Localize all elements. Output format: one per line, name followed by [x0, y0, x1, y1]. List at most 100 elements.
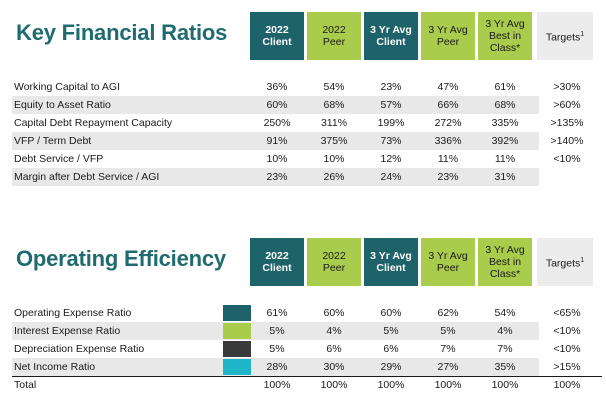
table-cell: 100% [491, 379, 519, 391]
row-label: Total [14, 379, 37, 391]
table-cell: 36% [266, 81, 288, 93]
table-cell: 335% [491, 117, 519, 129]
header-2022-client: 2022 Client [250, 12, 304, 60]
legend-swatch [223, 359, 251, 375]
table-cell: 30% [323, 361, 345, 373]
table-cell: 28% [266, 361, 288, 373]
header-3yr-peer: 3 Yr Avg Peer [421, 238, 475, 286]
table-cell: 311% [320, 117, 348, 129]
table-cell: 23% [266, 171, 288, 183]
table-cell: 23% [380, 81, 402, 93]
legend-swatch [223, 323, 251, 339]
table-cell: <10% [553, 343, 581, 355]
table-cell: <10% [553, 153, 581, 165]
row-label: Working Capital to AGI [14, 81, 121, 93]
table-cell: 68% [494, 99, 516, 111]
table-cell: 100% [434, 379, 462, 391]
table-cell: 336% [434, 135, 462, 147]
table-cell: 35% [494, 361, 516, 373]
table-cell: 27% [437, 361, 459, 373]
header-3yr-best-in-class: 3 Yr Avg Best in Class* [478, 238, 532, 286]
table-cell: <65% [553, 307, 581, 319]
table-cell: >30% [553, 81, 581, 93]
table-cell: 60% [266, 99, 288, 111]
row-label: Equity to Asset Ratio [14, 99, 111, 111]
row-label: Net Income Ratio [14, 361, 96, 373]
header-2022-peer: 2022 Peer [307, 12, 361, 60]
table-row: Working Capital to AGI 36% 54% 23% 47% 61% >30… [12, 78, 602, 96]
table-cell: 100% [263, 379, 291, 391]
table-cell: 7% [440, 343, 456, 355]
table-row: Operating Expense Ratio 61% 60% 60% 62% 54% <6… [12, 304, 602, 322]
table-cell: <10% [553, 325, 581, 337]
section-title: Operating Efficiency [16, 246, 226, 271]
table-cell: 31% [494, 171, 516, 183]
table-cell: 61% [494, 81, 516, 93]
table-cell: 100% [320, 379, 348, 391]
legend-swatch [223, 341, 251, 357]
table-cell: 272% [434, 117, 462, 129]
table-row: Equity to Asset Ratio 60% 68% 57% 66% 68% >60% [12, 96, 602, 114]
table-cell: 73% [380, 135, 402, 147]
table-cell: 60% [323, 307, 345, 319]
row-label: VFP / Term Debt [14, 135, 92, 147]
header-3yr-client: 3 Yr Avg Client [364, 12, 418, 60]
table-cell: 12% [380, 153, 402, 165]
table-cell: >140% [550, 135, 584, 147]
table-cell: 29% [380, 361, 402, 373]
table-cell: 5% [269, 343, 285, 355]
header-targets: Targets1 [537, 12, 593, 60]
table-cell: 68% [323, 99, 345, 111]
table-cell: 54% [323, 81, 345, 93]
table-cell: 23% [437, 171, 459, 183]
total-divider [12, 376, 602, 377]
table-cell: >15% [553, 361, 581, 373]
header-3yr-peer: 3 Yr Avg Peer [421, 12, 475, 60]
header-2022-peer: 2022 Peer [307, 238, 361, 286]
table-row: Net Income Ratio 28% 30% 29% 27% 35% >15% [12, 358, 602, 376]
table-cell: 5% [440, 325, 456, 337]
table-cell: 24% [380, 171, 402, 183]
header-targets: Targets1 [537, 238, 593, 286]
table-cell: 61% [266, 307, 288, 319]
table-cell: 375% [320, 135, 348, 147]
row-label: Interest Expense Ratio [14, 325, 121, 337]
table-row: VFP / Term Debt 91% 375% 73% 336% 392% >140% [12, 132, 602, 150]
table-row: Capital Debt Repayment Capacity 250% 311% 1… [12, 114, 602, 132]
header-2022-client: 2022 Client [250, 238, 304, 286]
table-cell: 4% [497, 325, 513, 337]
row-label: Margin after Debt Service / AGI [14, 171, 160, 183]
row-label: Depreciation Expense Ratio [14, 343, 145, 355]
table-cell: 199% [377, 117, 405, 129]
table-cell: 100% [377, 379, 405, 391]
table-cell: 57% [380, 99, 402, 111]
table-cell: 66% [437, 99, 459, 111]
row-label: Capital Debt Repayment Capacity [14, 117, 173, 129]
table-cell: 26% [323, 171, 345, 183]
table-cell: 250% [263, 117, 291, 129]
table-cell: 62% [437, 307, 459, 319]
row-label: Operating Expense Ratio [14, 307, 132, 319]
header-3yr-client: 3 Yr Avg Client [364, 238, 418, 286]
table-cell: 10% [266, 153, 288, 165]
table-cell: >135% [550, 117, 584, 129]
table-row: Interest Expense Ratio 5% 4% 5% 5% 4% <10% [12, 322, 602, 340]
table-row: Margin after Debt Service / AGI 23% 26% 24%… [12, 168, 602, 186]
table-cell: 91% [266, 135, 288, 147]
table-row: Depreciation Expense Ratio 5% 6% 6% 7% 7% <10% [12, 340, 602, 358]
total-row: Total 100% 100% 100% 100% 100% 100% [12, 376, 602, 394]
header-3yr-best-in-class: 3 Yr Avg Best in Class* [478, 12, 532, 60]
table-cell: 6% [383, 343, 399, 355]
table-cell: >60% [553, 99, 581, 111]
section-title: Key Financial Ratios [16, 20, 228, 45]
table-cell: 54% [494, 307, 516, 319]
table-cell: 11% [437, 153, 459, 165]
table-cell: 6% [326, 343, 342, 355]
table-row: Debt Service / VFP 10% 10% 12% 11% 11% <10% [12, 150, 602, 168]
table-cell: 392% [491, 135, 519, 147]
table-cell: 47% [437, 81, 459, 93]
table-cell: 4% [326, 325, 342, 337]
table-cell: 5% [269, 325, 285, 337]
table-cell: 11% [494, 153, 516, 165]
row-label: Debt Service / VFP [14, 153, 104, 165]
